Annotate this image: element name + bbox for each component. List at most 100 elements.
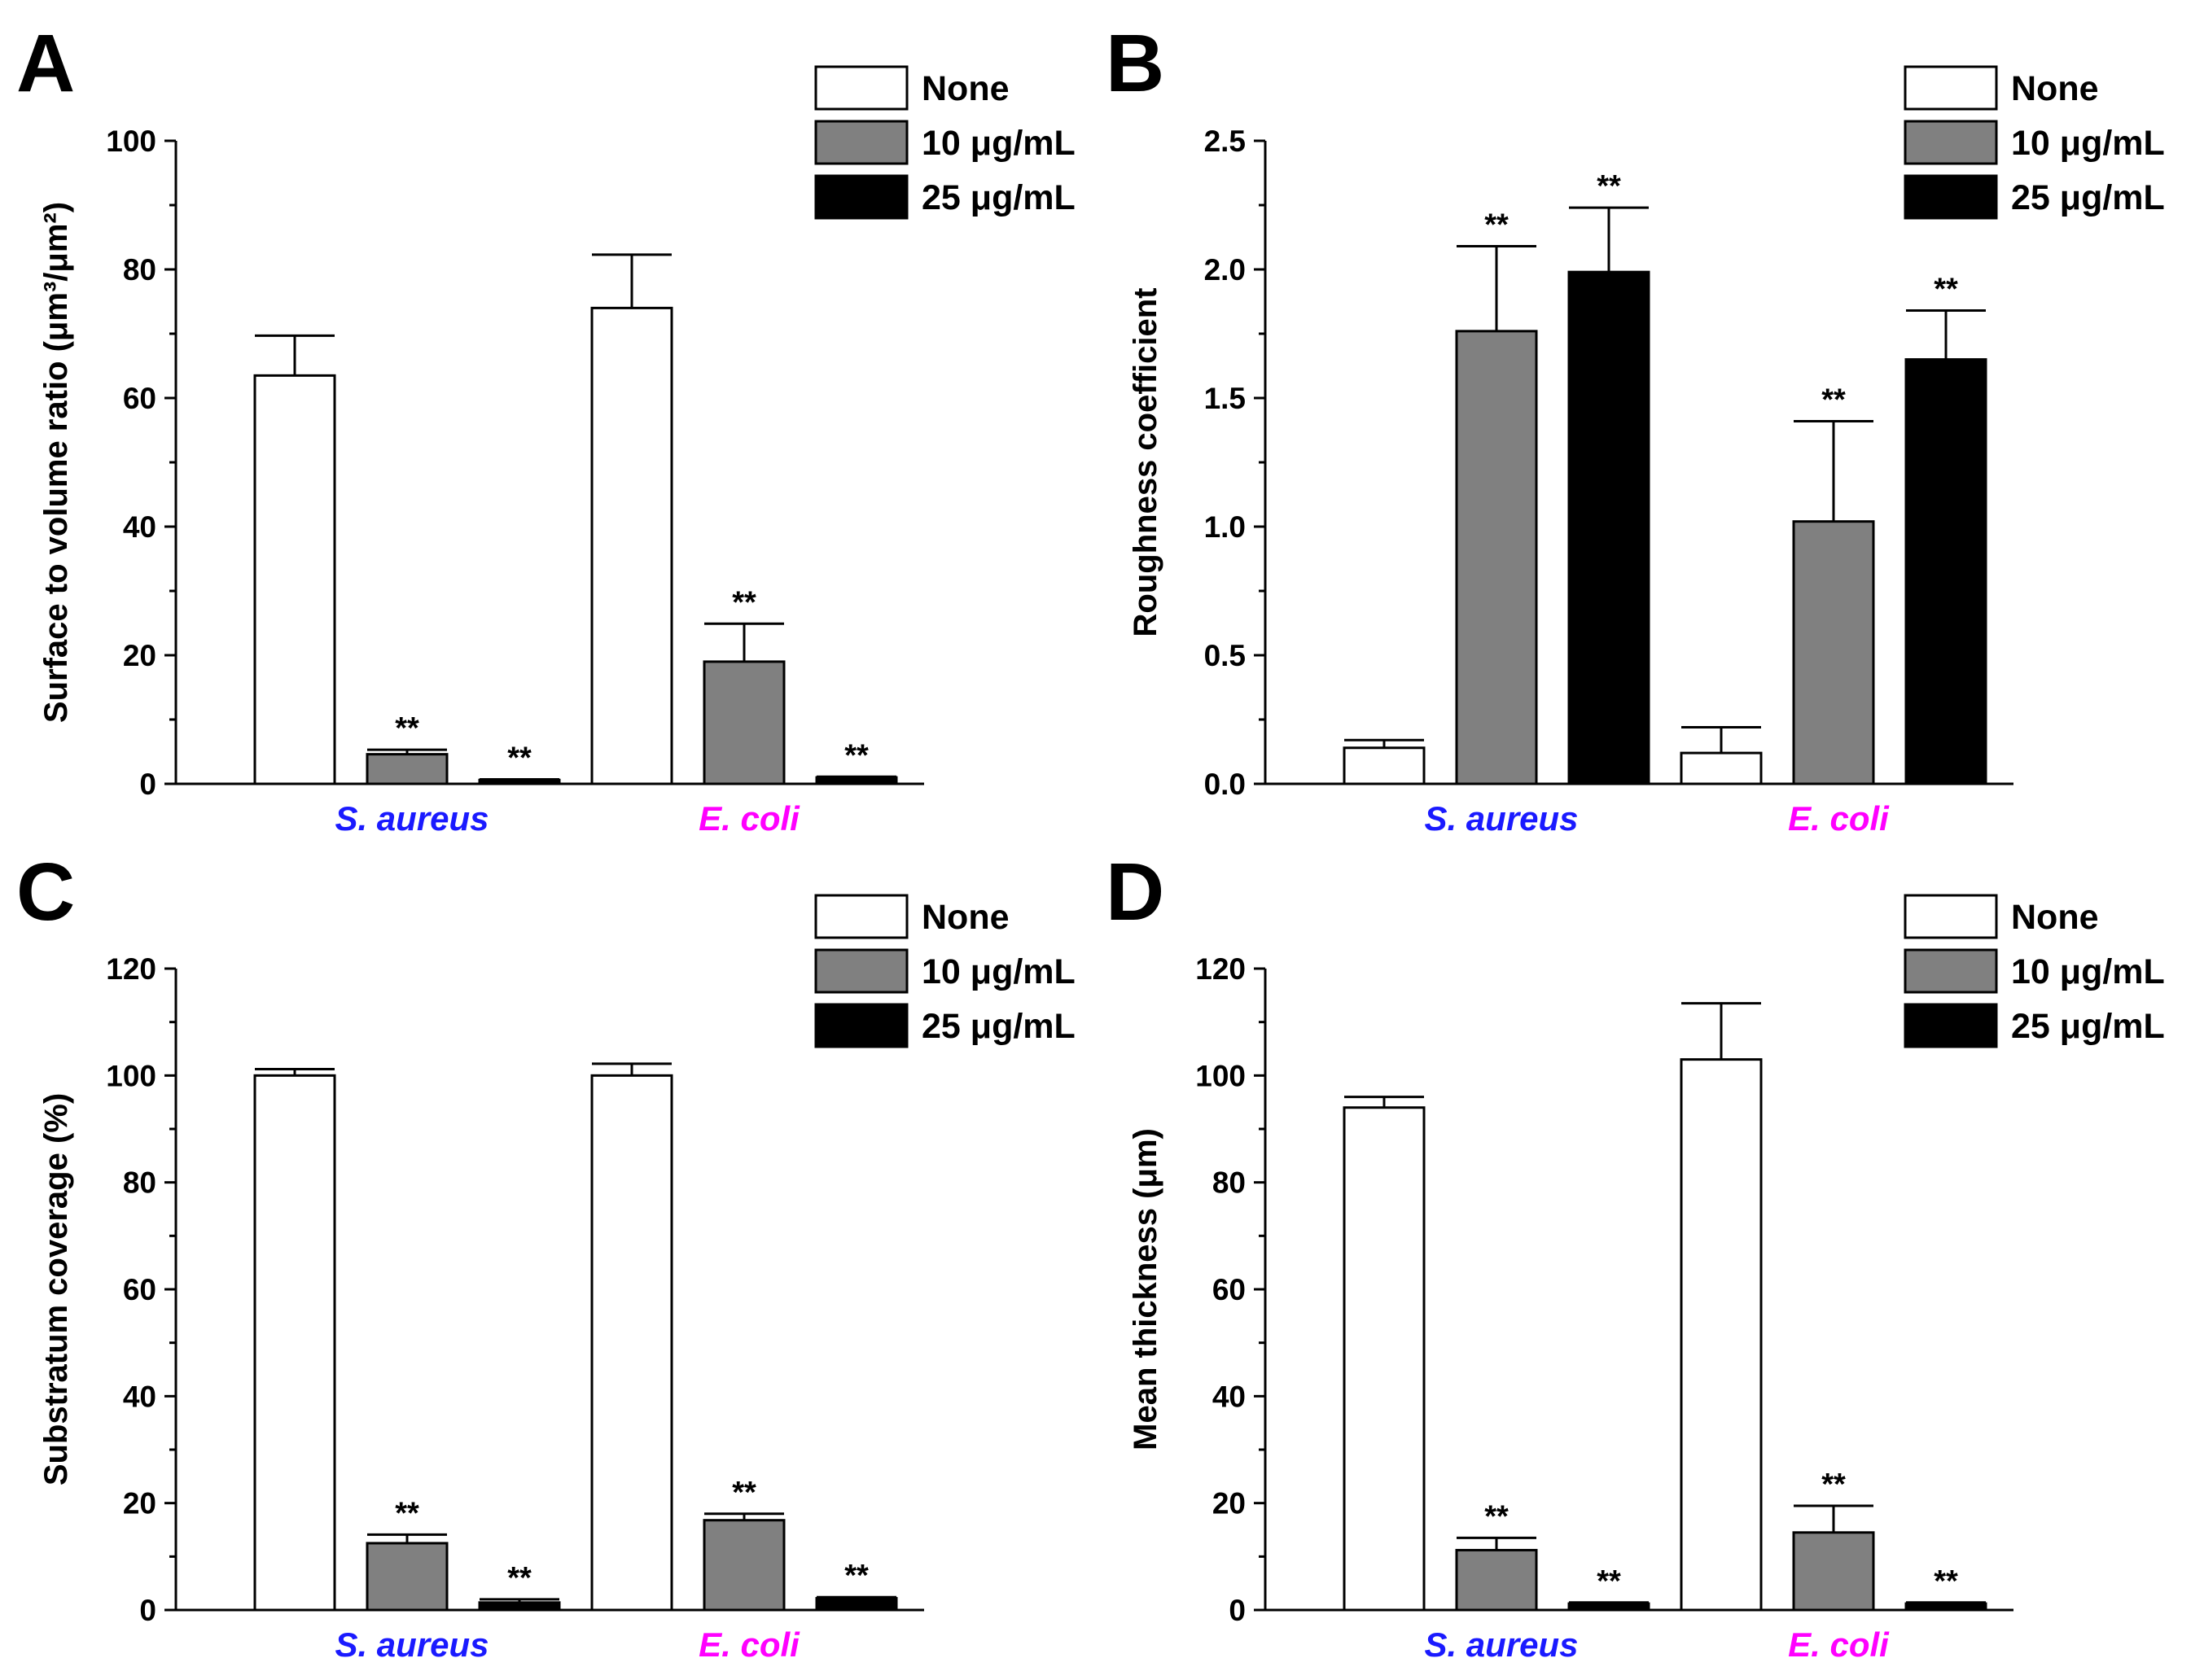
chart-panel-a: A 0 20 40 60 80 100 Surface to volume ratio (μm… xyxy=(16,18,1076,838)
significance-mark: ** xyxy=(395,1496,419,1530)
legend: None 10 μg/mL 25 μg/mL xyxy=(1904,894,2165,1048)
significance-mark: ** xyxy=(1934,273,1958,307)
significance-mark: ** xyxy=(395,711,419,746)
category-label: E. coli xyxy=(699,1625,800,1664)
legend: None 10 μg/mL 25 μg/mL xyxy=(814,65,1076,220)
y-tick-label: 0 xyxy=(1229,1594,1246,1627)
legend-label: None xyxy=(922,898,1010,937)
legend-swatch xyxy=(1904,1003,1998,1048)
panel-letter: A xyxy=(16,18,75,109)
bar xyxy=(1792,1531,1875,1612)
y-tick-label: 0 xyxy=(139,1594,156,1627)
bar xyxy=(366,753,449,785)
bar xyxy=(703,1519,786,1612)
panel-letter: C xyxy=(16,847,75,938)
bar xyxy=(815,776,898,785)
panel-letter: D xyxy=(1106,847,1164,938)
y-tick-label: 2.5 xyxy=(1204,125,1246,158)
significance-mark: ** xyxy=(844,738,869,772)
bar xyxy=(1680,1058,1763,1612)
significance-mark: ** xyxy=(1934,1564,1958,1599)
y-tick-label: 1.5 xyxy=(1204,382,1246,415)
y-tick-label: 1.0 xyxy=(1204,510,1246,544)
legend-swatch xyxy=(1904,120,1998,165)
chart-panel-d: D 0 20 40 60 80 100 120 Mean thickness (μm) ** ** S… xyxy=(1106,847,2165,1664)
y-tick-label: 0 xyxy=(139,768,156,801)
panel-letter: B xyxy=(1106,18,1164,109)
y-tick-label: 20 xyxy=(1212,1487,1246,1520)
bar xyxy=(1904,1602,1987,1612)
bar xyxy=(815,1597,898,1612)
bar xyxy=(1904,358,1987,785)
chart-panel-c: C 0 20 40 60 80 100 120 Substratum coverage (%) *… xyxy=(16,847,1076,1664)
y-tick-label: 80 xyxy=(1212,1166,1246,1200)
significance-mark: ** xyxy=(1597,169,1621,203)
bar xyxy=(1343,1106,1426,1612)
legend-swatch xyxy=(1904,948,1998,994)
legend-label: 10 μg/mL xyxy=(2011,952,2165,991)
y-axis-title: Surface to volume ratio (μm³/μm²) xyxy=(38,202,74,723)
significance-mark: ** xyxy=(1484,208,1509,243)
y-tick-label: 60 xyxy=(1212,1273,1246,1306)
y-tick-label: 20 xyxy=(123,1487,156,1520)
bar xyxy=(703,660,786,785)
y-tick-label: 0.5 xyxy=(1204,639,1246,672)
y-tick-label: 100 xyxy=(1195,1059,1246,1092)
legend-label: None xyxy=(2011,898,2099,937)
y-tick-label: 60 xyxy=(123,382,156,415)
y-tick-label: 0.0 xyxy=(1204,768,1246,801)
bar xyxy=(1680,751,1763,785)
bar xyxy=(478,778,561,785)
legend-swatch xyxy=(814,948,909,994)
category-label: S. aureus xyxy=(335,799,489,838)
significance-mark: ** xyxy=(1821,383,1846,417)
legend-label: 10 μg/mL xyxy=(922,952,1076,991)
bar xyxy=(1455,1548,1538,1612)
y-axis-title: Roughness coefficient xyxy=(1128,288,1163,637)
y-tick-label: 80 xyxy=(123,253,156,287)
bar xyxy=(1792,520,1875,785)
significance-mark: ** xyxy=(507,1561,532,1595)
y-axis-title: Mean thickness (μm) xyxy=(1128,1128,1163,1450)
bar xyxy=(253,1074,336,1612)
legend-swatch xyxy=(814,894,909,939)
y-tick-label: 40 xyxy=(1212,1380,1246,1413)
y-tick-label: 120 xyxy=(106,952,156,986)
legend-label: 25 μg/mL xyxy=(2011,178,2165,217)
legend-label: 25 μg/mL xyxy=(2011,1007,2165,1046)
category-label: S. aureus xyxy=(1424,799,1578,838)
y-tick-label: 100 xyxy=(106,1059,156,1092)
y-tick-label: 120 xyxy=(1195,952,1246,986)
significance-mark: ** xyxy=(732,1476,756,1510)
legend-swatch xyxy=(814,174,909,220)
significance-mark: ** xyxy=(1597,1564,1621,1599)
legend-label: 10 μg/mL xyxy=(922,124,1076,163)
bar xyxy=(1455,330,1538,785)
bar xyxy=(253,374,336,785)
significance-mark: ** xyxy=(507,741,532,775)
legend-swatch xyxy=(814,1003,909,1048)
chart-panel-b: B 0.0 0.5 1.0 1.5 2.0 2.5 Roughness coefficient… xyxy=(1106,18,2165,838)
y-tick-label: 20 xyxy=(123,639,156,672)
category-label: E. coli xyxy=(1788,799,1890,838)
bar xyxy=(1567,1602,1650,1612)
category-label: S. aureus xyxy=(1424,1625,1578,1664)
y-tick-label: 40 xyxy=(123,510,156,544)
y-tick-label: 60 xyxy=(123,1273,156,1306)
bar xyxy=(590,1074,673,1612)
bar xyxy=(1567,270,1650,785)
legend-label: 25 μg/mL xyxy=(922,1007,1076,1046)
significance-mark: ** xyxy=(732,585,756,619)
category-label: E. coli xyxy=(1788,1625,1890,1664)
legend-swatch xyxy=(1904,174,1998,220)
legend: None 10 μg/mL 25 μg/mL xyxy=(1904,65,2165,220)
bar xyxy=(366,1542,449,1612)
bar xyxy=(478,1601,561,1612)
legend-swatch xyxy=(814,120,909,165)
significance-mark: ** xyxy=(844,1559,869,1593)
legend-label: 10 μg/mL xyxy=(2011,124,2165,163)
y-tick-label: 80 xyxy=(123,1166,156,1200)
category-label: S. aureus xyxy=(335,1625,489,1664)
legend-swatch xyxy=(1904,894,1998,939)
